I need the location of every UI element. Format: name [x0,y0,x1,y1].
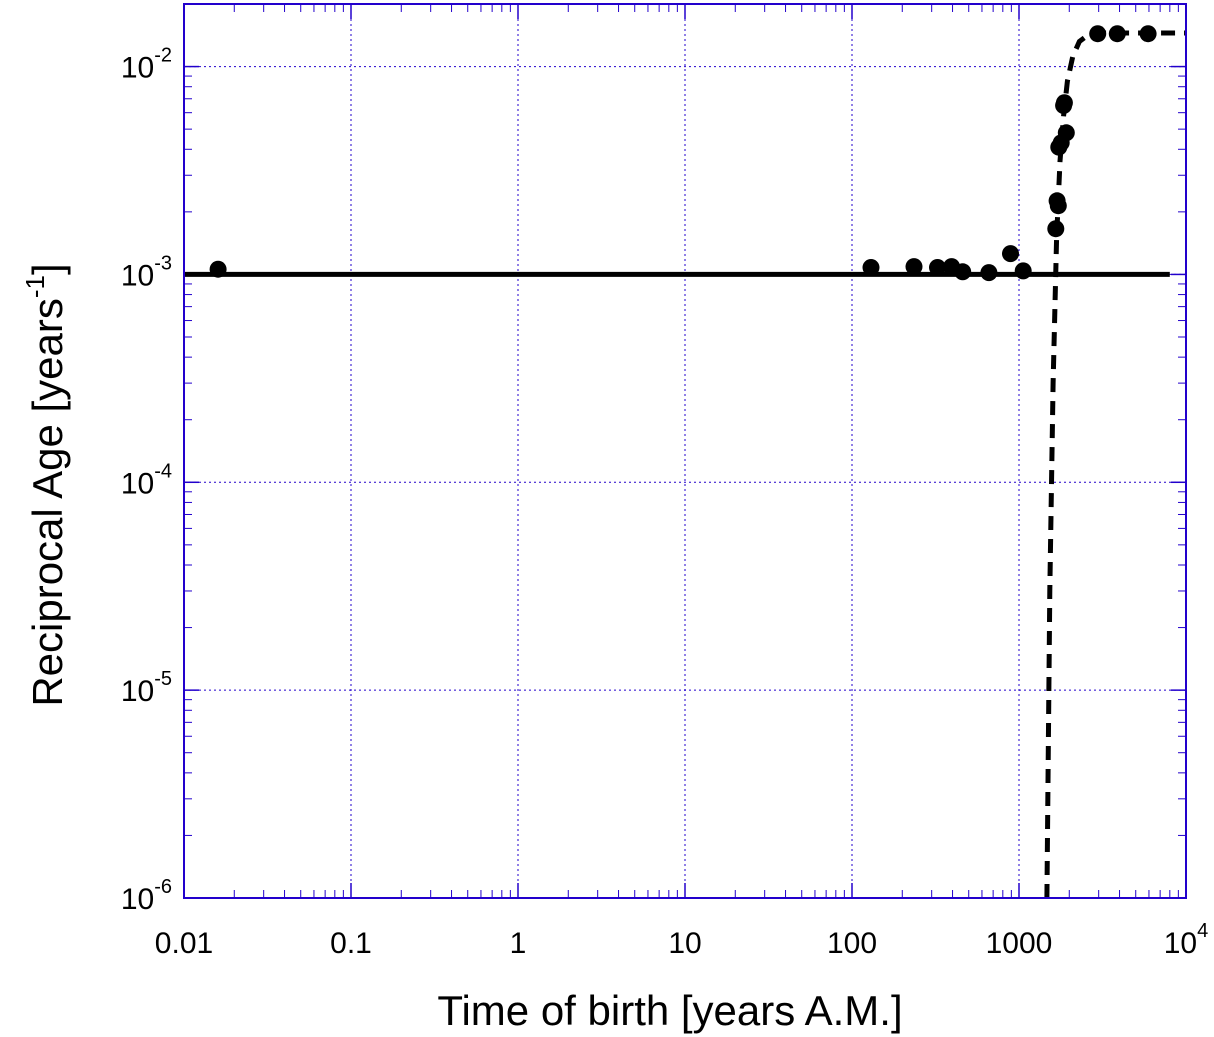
y-tick-label-exponent: -5 [154,668,172,690]
x-tick-label-base: 10 [668,927,701,960]
x-tick-label: 10 [668,927,701,960]
x-tick-label-base: 100 [827,927,877,960]
x-tick-label-base: 0.01 [155,927,213,960]
y-tick-label: 10-6 [121,876,172,916]
plot-points [209,25,1157,282]
grid [184,4,1186,898]
data-point [980,264,998,282]
x-tick-label: 1000 [986,927,1053,960]
y-tick-label-base: 10 [121,883,154,916]
y-tick-label-base: 10 [121,467,154,500]
data-point [1057,124,1075,142]
y-tick-label-exponent: -3 [154,252,172,274]
x-tick-label: 1 [510,927,527,960]
data-point [1002,245,1019,263]
y-axis-title-suffix: ] [24,263,71,275]
data-point [1139,25,1157,43]
y-tick-label-exponent: -4 [154,460,172,482]
y-axis-title-superscript: -1 [20,275,50,298]
y-tick-label-exponent: -6 [154,876,172,898]
data-point [929,259,946,276]
y-tick-label: 10-5 [121,668,172,708]
y-tick-label: 10-2 [121,45,172,85]
x-tick-label-exponent: 4 [1197,920,1208,942]
dashed-fit-line [1044,30,1186,899]
plot-frame [183,3,1187,899]
x-tick-label: 104 [1164,920,1209,960]
x-tick-label: 0.01 [155,927,213,960]
x-tick-label-base: 1000 [986,927,1053,960]
data-point [905,258,923,276]
y-axis-title-main: Reciprocal Age [years [24,298,71,707]
y-tick-label: 10-4 [121,460,172,500]
y-tick-label-base: 10 [121,675,154,708]
data-point [954,263,972,281]
data-point [1047,220,1065,238]
data-point [1049,197,1067,215]
y-axis-title: Reciprocal Age [years-1] [20,263,71,706]
x-tick-label-base: 1 [510,927,527,960]
data-point [1055,94,1073,112]
x-tick-label: 100 [827,927,877,960]
y-tick-label-base: 10 [121,259,154,292]
data-point [1014,262,1032,280]
x-tick-label-base: 0.1 [330,927,372,960]
data-point [862,259,880,276]
data-point [1089,25,1107,43]
data-point [1108,25,1126,43]
y-tick-label-exponent: -2 [154,45,172,67]
y-tick-label-base: 10 [121,52,154,85]
x-tick-label-base: 10 [1164,927,1197,960]
data-point [209,260,227,278]
x-axis-title: Time of birth [years A.M.] [437,987,902,1034]
minor-ticks [184,4,1186,898]
x-tick-label: 0.1 [330,927,372,960]
y-tick-label: 10-3 [121,252,172,292]
